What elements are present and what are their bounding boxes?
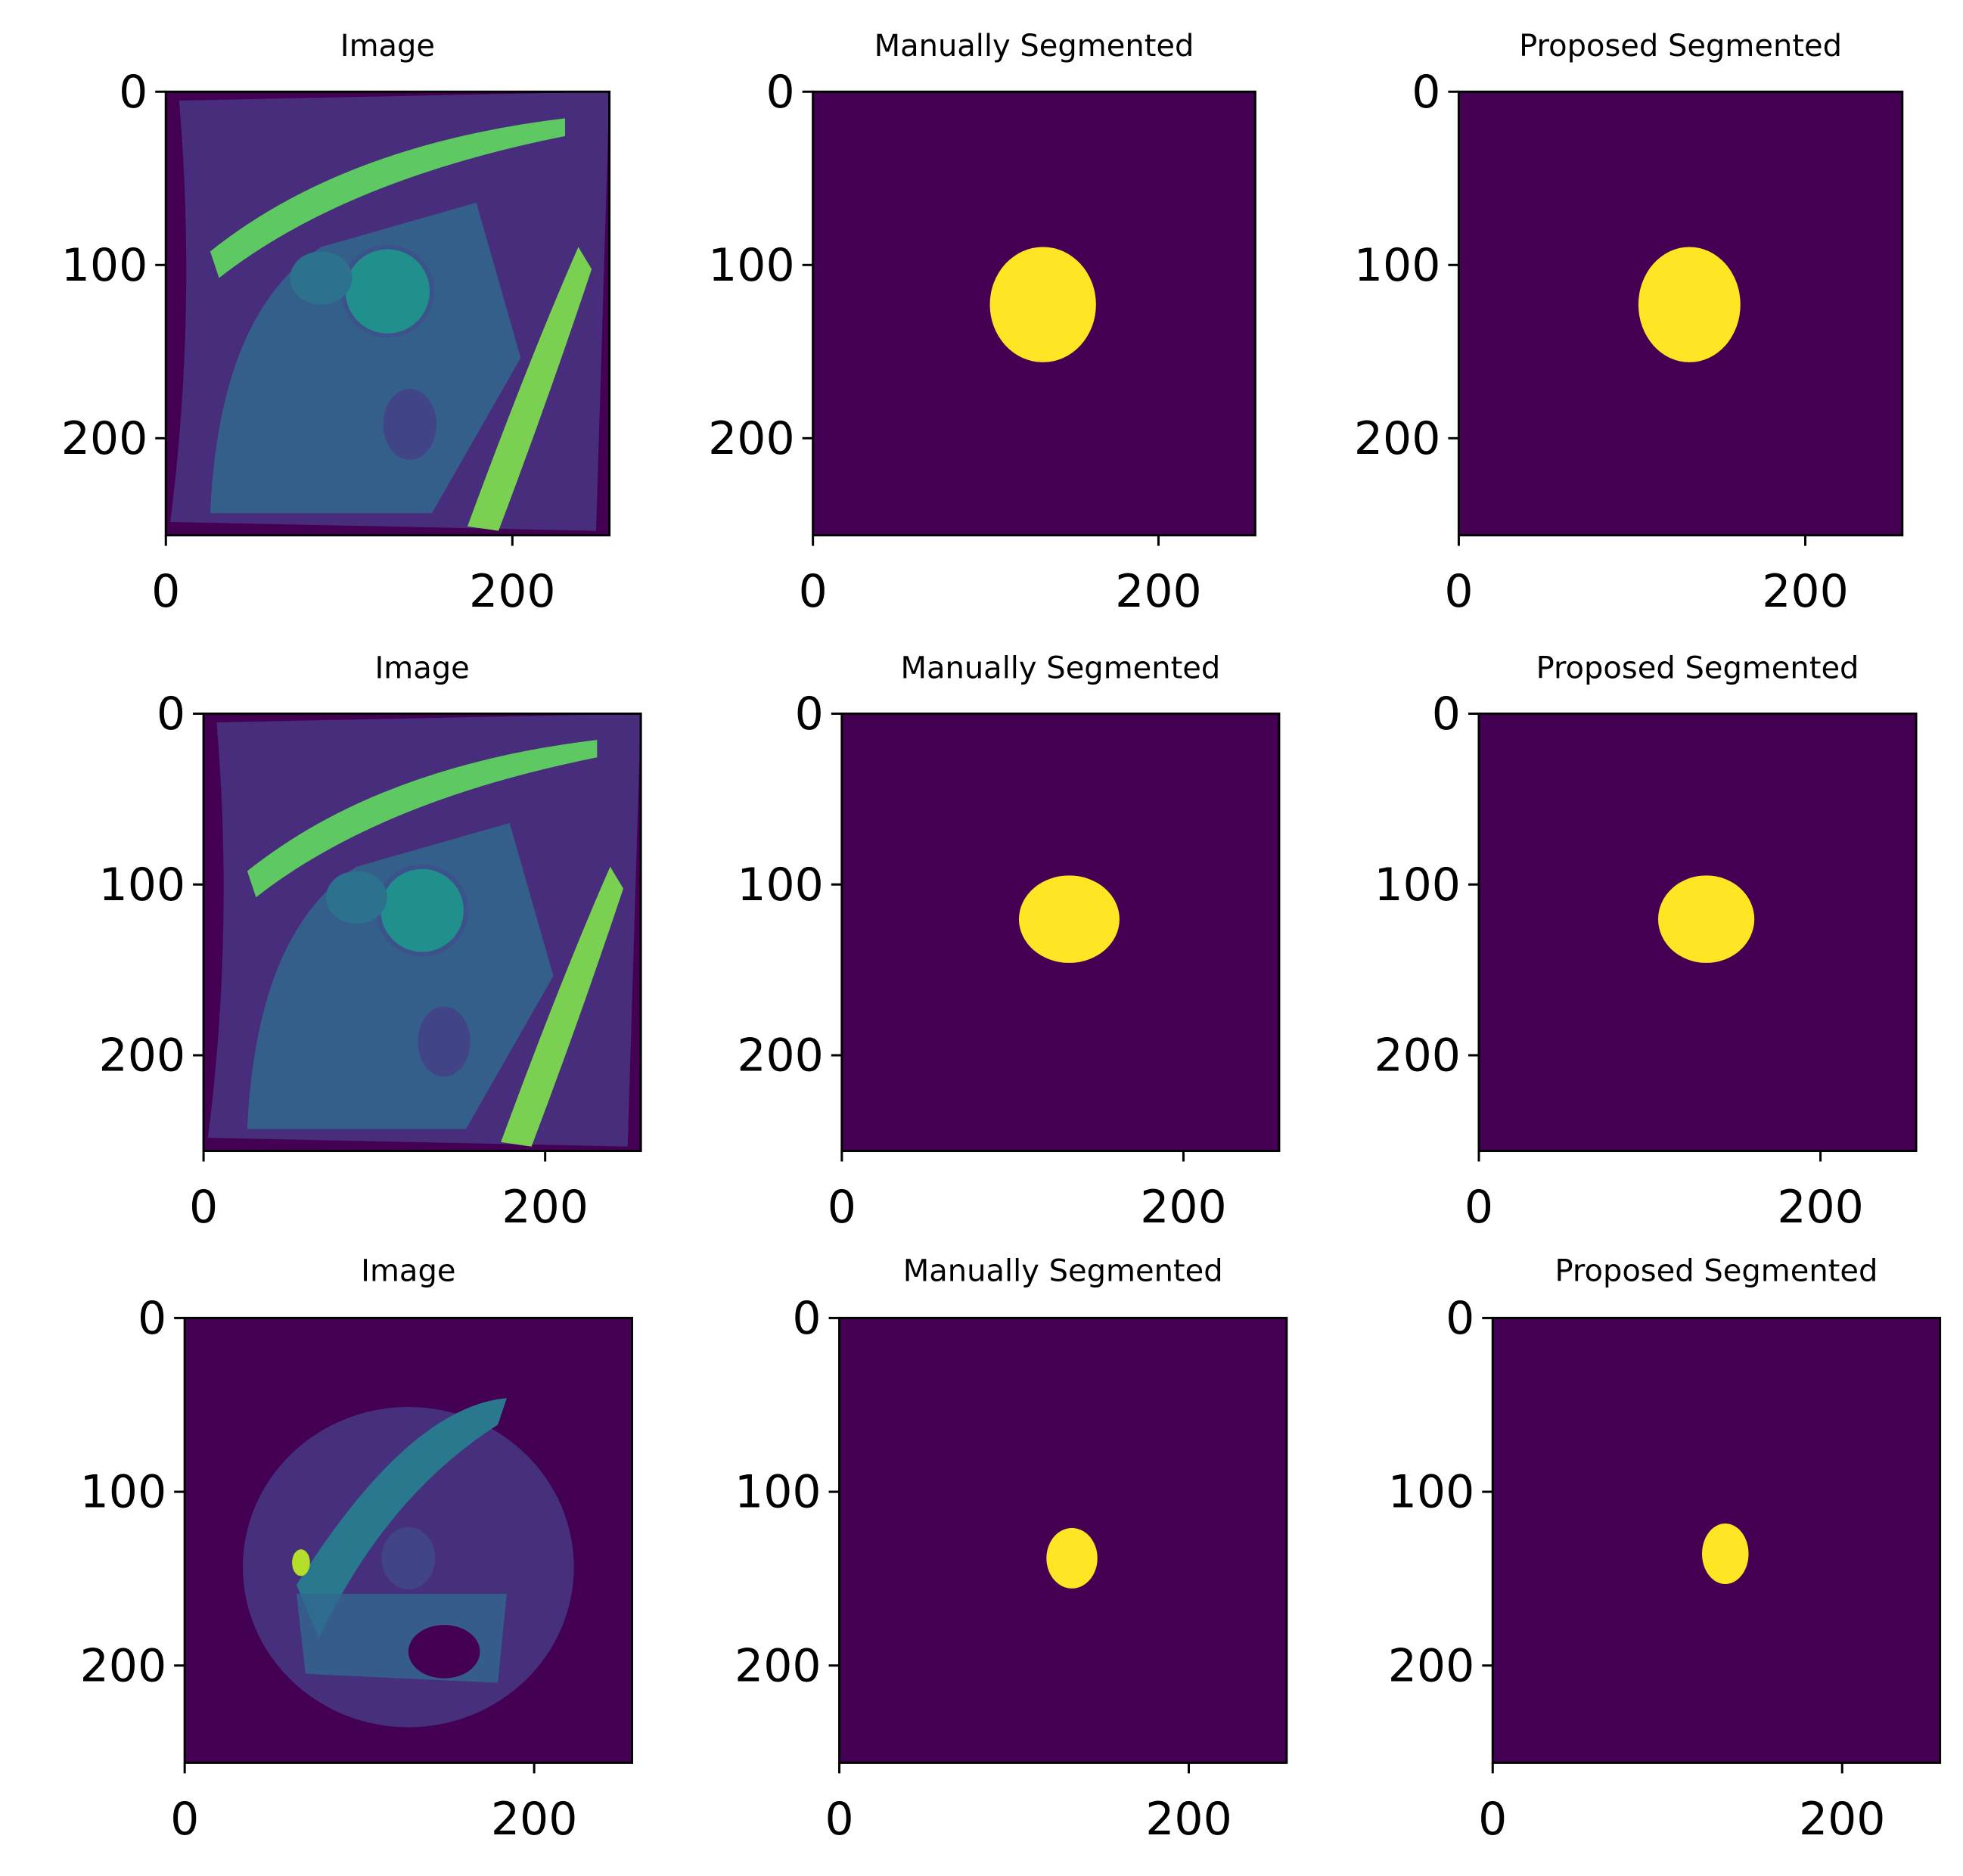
heart: [290, 251, 353, 305]
panel-title: Image: [340, 29, 435, 64]
panel: Proposed Segmented 0 200 0 100 200: [1374, 651, 1918, 1234]
x-tick-label: 200: [469, 565, 556, 618]
y-tick-label: 100: [708, 239, 795, 292]
panel-title: Proposed Segmented: [1555, 1254, 1878, 1289]
panel: Manually Segmented 0 200 0 100 200: [708, 29, 1256, 618]
y-tick-label: 0: [138, 1292, 166, 1345]
segmentation-mask: [1638, 247, 1741, 362]
panel-title: Image: [374, 651, 469, 685]
y-tick-label: 200: [80, 1639, 167, 1692]
organ: [418, 1006, 471, 1077]
y-tick-label: 0: [119, 66, 148, 119]
x-tick-label: 200: [1777, 1181, 1864, 1234]
x-tick-label: 200: [1140, 1181, 1227, 1234]
tissue: [210, 202, 521, 514]
segmentation-mask: [1018, 875, 1120, 963]
tissue: [247, 822, 554, 1129]
y-tick-label: 0: [795, 688, 824, 741]
y-tick-label: 100: [737, 859, 824, 912]
y-tick-label: 0: [1432, 688, 1461, 741]
y-tick-label: 200: [61, 412, 148, 465]
panel-title: Manually Segmented: [903, 1254, 1223, 1289]
y-tick-label: 0: [157, 688, 185, 741]
heart: [340, 244, 435, 338]
heart: [325, 871, 387, 924]
y-tick-label: 100: [735, 1466, 822, 1519]
y-tick-label: 200: [708, 412, 795, 465]
panel-title: Manually Segmented: [874, 29, 1194, 64]
panel-title: Proposed Segmented: [1536, 651, 1859, 685]
x-tick-label: 200: [1145, 1793, 1232, 1846]
x-tick-label: 200: [1115, 565, 1202, 618]
axes-frame: [1491, 1316, 1942, 1764]
x-tick-label: 0: [1464, 1181, 1493, 1234]
segmentation-mask: [1657, 875, 1755, 963]
y-tick-label: 100: [80, 1466, 167, 1519]
panel-title: Proposed Segmented: [1519, 29, 1842, 64]
fat-streak: [467, 247, 592, 531]
y-tick-label: 100: [1388, 1466, 1475, 1519]
x-tick-label: 0: [799, 565, 828, 618]
dark: [408, 1625, 480, 1679]
x-tick-label: 0: [828, 1181, 856, 1234]
tissue: [296, 1593, 507, 1683]
y-tick-label: 0: [1412, 66, 1440, 119]
axes-frame: [812, 90, 1256, 537]
axes-frame: [164, 90, 611, 537]
segmentation-mask: [989, 247, 1096, 362]
bright-spot: [292, 1549, 310, 1576]
y-tick-label: 100: [61, 239, 148, 292]
y-tick-label: 200: [1374, 1030, 1461, 1082]
y-tick-label: 200: [735, 1639, 822, 1692]
segmentation-mask: [1046, 1527, 1098, 1589]
y-tick-label: 100: [99, 859, 186, 912]
y-tick-label: 200: [99, 1030, 186, 1082]
axes-frame: [840, 712, 1281, 1152]
panel: Proposed Segmented 0 200 0 100 200: [1354, 29, 1904, 618]
x-tick-label: 0: [1478, 1793, 1507, 1846]
panel: Image 0 200 0 100 200: [61, 29, 611, 618]
tissue: [296, 1398, 507, 1638]
panel: Image 0 200 0 100 200: [80, 1254, 633, 1846]
axes-frame: [838, 1316, 1288, 1764]
heart: [376, 864, 468, 957]
y-tick-label: 100: [1354, 239, 1441, 292]
x-tick-label: 200: [491, 1793, 578, 1846]
y-tick-label: 200: [1354, 412, 1441, 465]
x-tick-label: 0: [1444, 565, 1473, 618]
fat-streak: [210, 118, 565, 278]
y-tick-label: 200: [737, 1030, 824, 1082]
y-tick-label: 200: [1388, 1639, 1475, 1692]
segmentation-mask: [1702, 1523, 1749, 1585]
fat-streak: [501, 866, 623, 1147]
panel: Proposed Segmented 0 200 0 100 200: [1388, 1254, 1942, 1846]
panel: Manually Segmented 0 200 0 100 200: [737, 651, 1281, 1234]
x-tick-label: 200: [502, 1181, 589, 1234]
fat-streak: [247, 740, 598, 898]
x-tick-label: 200: [1762, 565, 1849, 618]
axes-frame: [183, 1316, 633, 1764]
panel-title: Image: [361, 1254, 455, 1289]
x-tick-label: 0: [170, 1793, 199, 1846]
x-tick-label: 0: [189, 1181, 218, 1234]
heart: [381, 1527, 436, 1590]
organ: [383, 389, 436, 460]
panel: Image 0 200 0 100 200: [99, 651, 642, 1234]
x-tick-label: 0: [825, 1793, 853, 1846]
x-tick-label: 0: [151, 565, 180, 618]
panel: Manually Segmented 0 200 0 100 200: [735, 1254, 1288, 1846]
axes-frame: [1457, 90, 1904, 537]
axes-frame: [202, 712, 642, 1152]
y-tick-label: 100: [1374, 859, 1461, 912]
x-tick-label: 200: [1799, 1793, 1886, 1846]
y-tick-label: 0: [766, 66, 794, 119]
axes-frame: [1477, 712, 1918, 1152]
panel-title: Manually Segmented: [900, 651, 1220, 685]
y-tick-label: 0: [792, 1292, 821, 1345]
y-tick-label: 0: [1446, 1292, 1474, 1345]
